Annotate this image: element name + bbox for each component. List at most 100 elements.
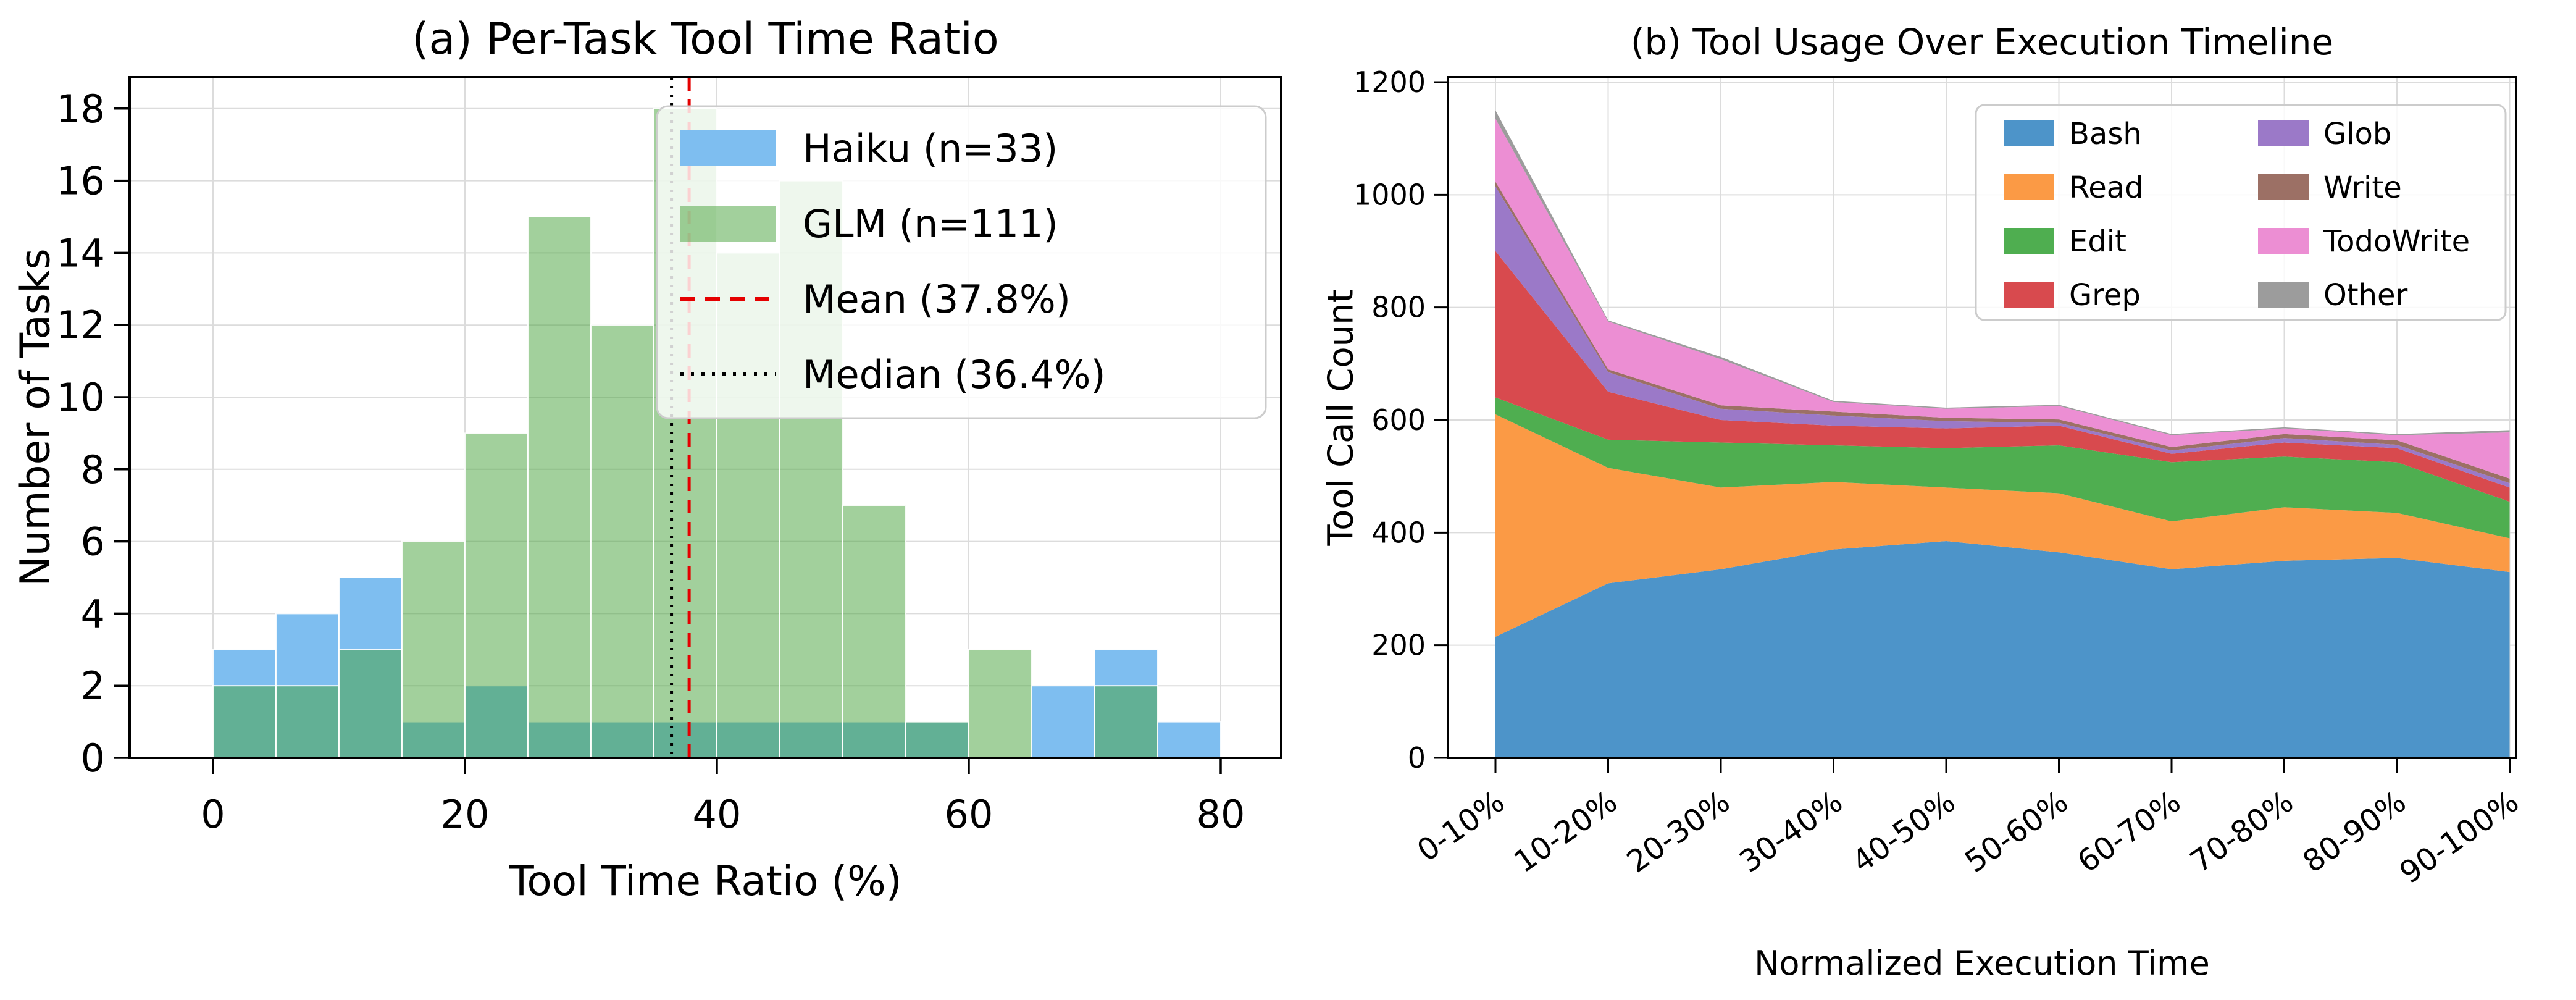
y-tick-label: 600 [1371,403,1426,437]
histogram-bar [464,432,529,758]
y-tick-label: 16 [56,159,105,204]
panel-b-xlabel: Normalized Execution Time [1754,944,2210,983]
legend-label: Edit [2069,224,2126,259]
legend-label: Write [2323,170,2402,205]
area-write [1495,182,2510,484]
panel-b-title: (b) Tool Usage Over Execution Timeline [1630,21,2334,63]
x-tick-label: 60 [945,792,993,837]
y-tick-label: 200 [1371,629,1426,662]
x-tick-label: 20 [441,792,490,837]
panel-a-plot: 0 20 40 60 80 0 2 4 6 8 10 12 14 16 18 Haiku (n=33) GLM … [56,76,1282,837]
legend-swatch [2258,282,2309,308]
y-tick-label: 400 [1371,516,1426,549]
histogram-bar [212,685,277,758]
x-tick-label: 70-80% [2184,784,2299,880]
area-todowrite [1495,119,2510,479]
legend-label: Read [2069,170,2144,205]
y-tick-label: 1000 [1353,178,1426,211]
panel-b-spines [1447,76,2517,759]
legend-swatch [2258,228,2309,254]
legend-label: TodoWrite [2323,224,2470,259]
legend-item-edit: Edit [2004,224,2126,259]
legend-item-glob: Glob [2258,117,2391,151]
legend-label: GLM (n=111) [803,201,1058,246]
y-tick-label: 10 [56,375,105,420]
y-tick-label: 0 [81,736,105,781]
legend-swatch [2004,120,2054,146]
legend-item-bash: Bash [2004,117,2142,151]
x-tick-label: 60-70% [2071,784,2186,880]
histogram-bar [527,216,592,758]
legend-swatch [2258,120,2309,146]
legend-item-haiku: Haiku (n=33) [680,126,1058,171]
legend-label: Glob [2323,117,2391,151]
y-tick-label: 0 [1408,741,1426,775]
x-tick-label: 10-20% [1508,784,1623,880]
y-tick-label: 1200 [1353,65,1426,99]
histogram-bar [1094,685,1158,758]
x-tick-label: 0-10% [1411,784,1511,868]
y-tick-label: 800 [1371,291,1426,324]
y-tick-label: 4 [81,591,105,636]
y-tick-label: 8 [81,447,105,492]
legend-swatch [2004,228,2054,254]
legend-box [1975,104,2507,321]
y-tick-label: 18 [56,86,105,132]
area-grep [1495,251,2510,502]
x-tick-label: 80-90% [2296,784,2412,880]
y-tick-label: 14 [56,230,105,275]
legend-swatch [2004,282,2054,308]
panel-a-title: (a) Per-Task Tool Time Ratio [412,14,999,64]
histogram-bar [905,721,969,758]
panel-a-xlabel: Tool Time Ratio (%) [509,857,902,905]
area-read [1495,414,2510,637]
legend-label: Grep [2069,278,2141,313]
stacked-areas [1495,110,2510,758]
legend-item-other: Other [2258,278,2408,313]
area-bash [1495,541,2510,758]
legend-label: Median (36.4%) [803,352,1106,397]
x-tick-label: 30-40% [1733,784,1849,880]
legend-item-read: Read [2004,170,2144,205]
panel-a-spines [128,76,1282,759]
panel-a-ticks [114,107,1222,774]
x-tick-label: 80 [1197,792,1245,837]
legend-label: Bash [2069,117,2142,151]
histogram-bar [590,324,654,758]
panel-b-legend: Bash Read Edit Grep Glob Write TodoWrite Other [1975,104,2507,321]
panel-b-plot: 0 200 400 600 800 1000 1200 0-10%10-20%20-30%30… [1353,65,2525,891]
legend-box [656,105,1267,419]
x-tick-label: 0 [201,792,225,837]
legend-item-mean: Mean (37.8%) [680,277,1071,322]
legend-item-write: Write [2258,170,2402,205]
histogram-bar [401,540,466,758]
x-tick-label: 40-50% [1846,784,1961,880]
panel-a-tick-labels: 0 20 40 60 80 0 2 4 6 8 10 12 14 16 18 [56,86,1245,837]
y-tick-label: 6 [81,519,105,565]
legend-item-grep: Grep [2004,278,2141,313]
legend-item-glm: GLM (n=111) [680,201,1058,246]
area-edit [1495,397,2510,539]
area-glob [1495,186,2510,488]
x-tick-label: 50-60% [1959,784,2074,880]
histogram-bar [338,649,403,759]
x-tick-label: 90-100% [2393,784,2525,891]
legend-swatch [680,130,776,166]
panel-a-legend: Haiku (n=33) GLM (n=111) Mean (37.8%) Media… [656,105,1267,419]
legend-swatch [2258,174,2309,200]
legend-label: Other [2323,278,2408,313]
legend-swatch [680,206,776,242]
histogram-bar [275,685,340,758]
histogram-bar [842,505,906,758]
histogram-bar [1157,721,1221,758]
legend-label: Mean (37.8%) [803,277,1071,322]
legend-item-median: Median (36.4%) [680,352,1106,397]
x-tick-label: 40 [693,792,742,837]
panel-b-ticks [1434,81,2511,773]
histogram-bar [1031,685,1095,758]
legend-swatch [2004,174,2054,200]
legend-item-todowrite: TodoWrite [2258,224,2470,259]
legend-label: Haiku (n=33) [803,126,1058,171]
y-tick-label: 2 [81,663,105,708]
